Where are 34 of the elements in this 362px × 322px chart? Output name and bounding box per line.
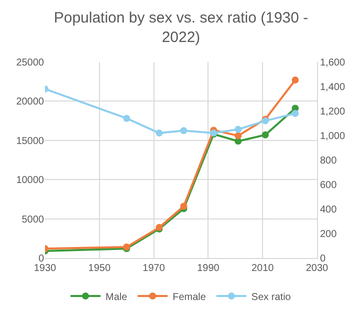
x-tick-label: 2010 bbox=[251, 263, 274, 274]
point bbox=[292, 76, 299, 84]
y2-tick-label: 200 bbox=[320, 229, 338, 240]
point bbox=[180, 127, 188, 134]
x-tick-label: 1970 bbox=[142, 263, 166, 274]
y-tick-label: 5000 bbox=[22, 214, 44, 226]
legend-label: Sex ratio bbox=[251, 292, 292, 303]
y2-tick-label: 1,400 bbox=[320, 82, 346, 93]
y2-tick-label: 800 bbox=[320, 156, 338, 166]
x-tick-label: 1950 bbox=[88, 263, 111, 274]
legend-label: Male bbox=[106, 292, 128, 303]
chart-title: Population by sex vs. sex ratio (1930 - 2022) bbox=[54, 10, 308, 46]
point bbox=[234, 132, 242, 140]
y-tick-label: 10000 bbox=[16, 175, 44, 186]
point bbox=[234, 126, 242, 133]
y-tick-label: 15000 bbox=[16, 136, 44, 147]
point bbox=[180, 202, 188, 210]
point bbox=[156, 130, 163, 137]
y-tick-label: 25000 bbox=[16, 58, 44, 68]
point bbox=[262, 131, 269, 138]
legend-label: Female bbox=[172, 292, 206, 303]
point bbox=[292, 110, 299, 117]
y2-tick-label: 400 bbox=[320, 204, 338, 216]
y-tick-label: 0 bbox=[38, 254, 44, 264]
point bbox=[123, 114, 130, 122]
x-tick-label: 1990 bbox=[197, 263, 220, 274]
y2-tick-label: 0 bbox=[320, 254, 326, 264]
y2-tick-label: 1,200 bbox=[320, 106, 346, 118]
y2-tick-label: 1,600 bbox=[320, 58, 346, 68]
x-tick-label: 1930 bbox=[34, 263, 57, 274]
y2-tick-label: 1,000 bbox=[320, 131, 346, 142]
y2-tick-label: 600 bbox=[320, 180, 338, 191]
x-tick-label: 2030 bbox=[306, 263, 329, 274]
y-tick-label: 20000 bbox=[16, 96, 44, 108]
